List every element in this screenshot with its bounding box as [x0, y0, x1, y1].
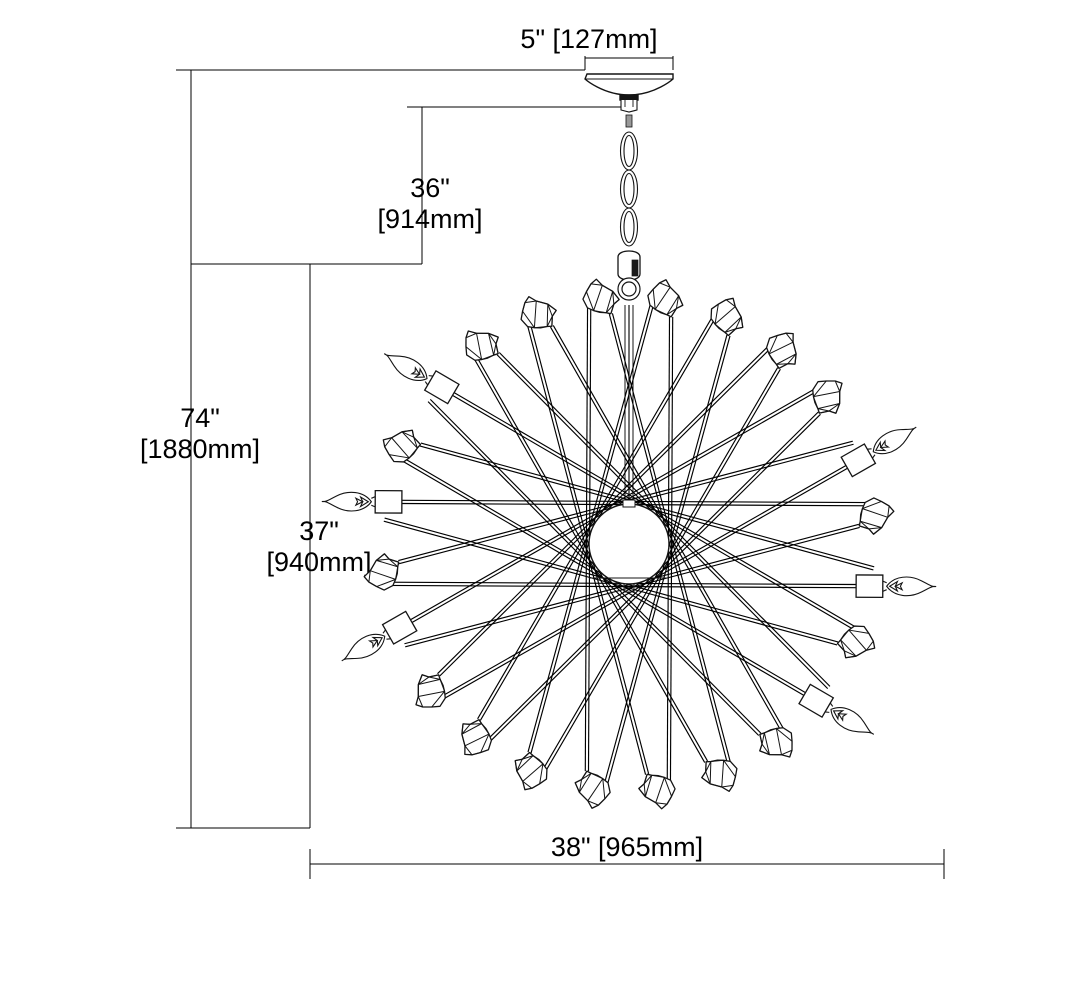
svg-text:38" [965mm]: 38" [965mm]	[551, 832, 703, 862]
svg-text:36": 36"	[410, 173, 450, 203]
svg-text:[1880mm]: [1880mm]	[140, 434, 260, 464]
svg-text:5" [127mm]: 5" [127mm]	[520, 24, 657, 54]
svg-text:74": 74"	[180, 403, 220, 433]
svg-text:37": 37"	[299, 516, 339, 546]
svg-text:[914mm]: [914mm]	[377, 204, 482, 234]
svg-text:[940mm]: [940mm]	[266, 547, 371, 577]
